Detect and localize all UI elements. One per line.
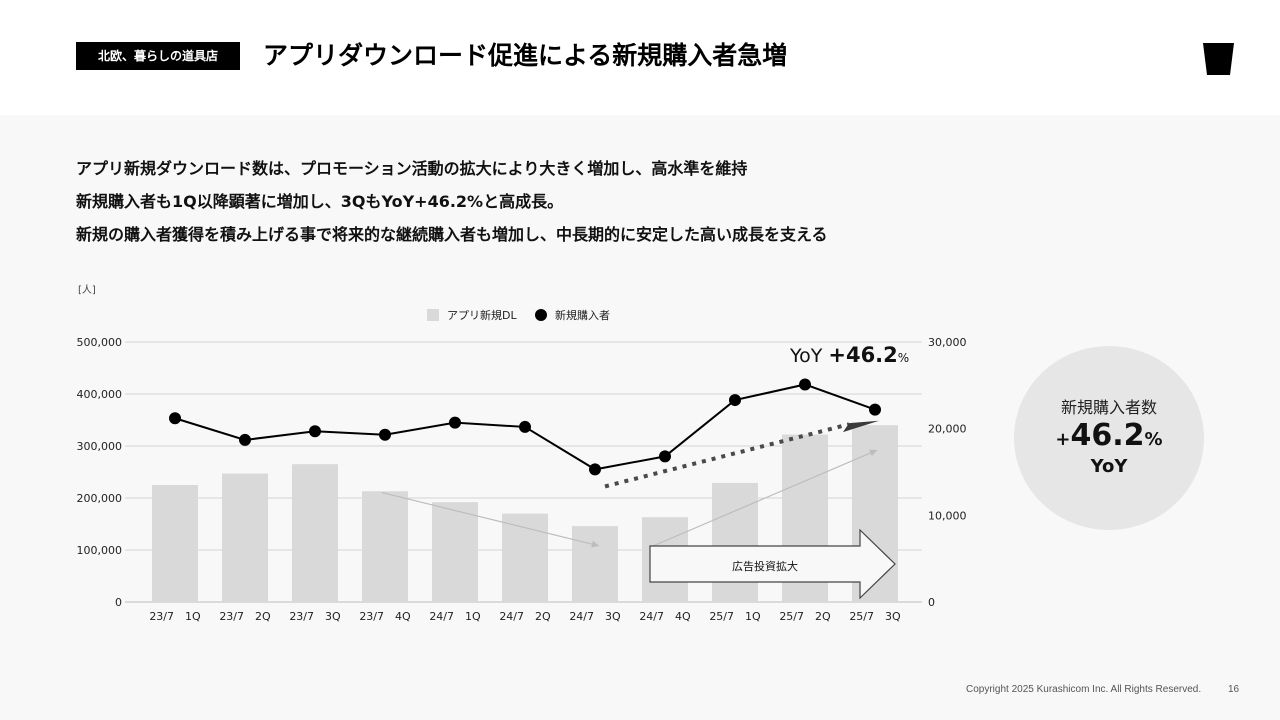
left-tick-label: 200,000 xyxy=(77,492,123,505)
growth-dotted-arrow xyxy=(604,422,850,489)
x-tick-label: 23/7 4Q xyxy=(359,610,411,623)
right-tick-label: 30,000 xyxy=(928,336,967,349)
summary-bullets: アプリ新規ダウンロード数は、プロモーション活動の拡大により大きく増加し、高水準を… xyxy=(76,152,828,251)
page-number: 16 xyxy=(1228,684,1240,695)
left-tick-label: 300,000 xyxy=(77,440,123,453)
x-tick-label: 24/7 1Q xyxy=(429,610,481,623)
header: 北欧、暮らしの道具店 アプリダウンロード促進による新規購入者急増 xyxy=(0,0,1280,115)
x-tick-label: 23/7 3Q xyxy=(289,610,341,623)
kpi-unit: % xyxy=(1144,429,1163,450)
line-point xyxy=(869,403,881,416)
kpi-number: 46.2 xyxy=(1070,418,1145,453)
right-tick-label: 20,000 xyxy=(928,423,967,436)
x-tick-label: 24/7 3Q xyxy=(569,610,621,623)
ad-investment-arrow xyxy=(649,528,896,600)
ad-investment-label: 広告投資拡大 xyxy=(732,559,798,573)
left-tick-label: 0 xyxy=(115,596,122,609)
left-tick-label: 100,000 xyxy=(77,544,123,557)
chart: [人] アプリ新規DL 新規購入者 0 100,000 200,000 300,000 400… xyxy=(77,284,967,623)
x-tick-label: 23/7 2Q xyxy=(219,610,271,623)
bar xyxy=(152,485,198,602)
page-title: アプリダウンロード促進による新規購入者急増 xyxy=(263,41,788,70)
legend-label-bars: アプリ新規DL xyxy=(447,308,517,322)
bar xyxy=(362,491,408,602)
bullet-2: 新規購入者も1Q以降顕著に増加し、3QもYoY+46.2%と高成長。 xyxy=(76,192,564,211)
bullet-3: 新規の購入者獲得を積み上げる事で将来的な継続購入者も増加し、中長期的に安定した高… xyxy=(76,225,828,244)
line-point xyxy=(729,394,741,407)
x-tick-label: 24/7 2Q xyxy=(499,610,551,623)
legend-swatch-bars xyxy=(427,309,439,321)
right-tick-label: 10,000 xyxy=(928,509,967,522)
kpi-sign: + xyxy=(1055,429,1071,450)
line-point xyxy=(589,463,601,476)
bar xyxy=(292,464,338,602)
trend-arrow-down xyxy=(381,492,600,548)
bar xyxy=(222,473,268,602)
bullet-1: アプリ新規ダウンロード数は、プロモーション活動の拡大により大きく増加し、高水準を… xyxy=(76,159,748,178)
kpi-label: 新規購入者数 xyxy=(1060,398,1157,417)
x-tick-label: 25/7 1Q xyxy=(709,610,761,623)
line-point xyxy=(799,378,811,391)
left-tick-label: 500,000 xyxy=(77,336,123,349)
line-point xyxy=(379,428,391,441)
trend-arrow-up xyxy=(650,449,878,548)
line-point xyxy=(449,416,461,429)
kpi-yoy: YoY xyxy=(1090,456,1128,477)
x-tick-label: 25/7 2Q xyxy=(779,610,831,623)
bar xyxy=(432,502,478,602)
bar xyxy=(572,526,618,602)
kpi-value: +46.2% xyxy=(1014,418,1204,453)
line-point xyxy=(309,425,321,438)
line-point xyxy=(659,450,671,463)
line-point xyxy=(239,433,251,446)
x-tick-label: 23/7 1Q xyxy=(149,610,201,623)
legend-swatch-line xyxy=(535,309,547,321)
kpi-circle: 新規購入者数 +46.2% YoY xyxy=(1014,346,1204,530)
left-tick-label: 400,000 xyxy=(77,388,123,401)
brand-badge: 北欧、暮らしの道具店 xyxy=(76,42,240,70)
cup-logo-icon xyxy=(1203,43,1234,75)
line-point xyxy=(169,412,181,425)
copyright: Copyright 2025 Kurashicom Inc. All Right… xyxy=(966,684,1202,695)
bar xyxy=(712,482,758,602)
bar xyxy=(502,513,548,602)
x-tick-label: 24/7 4Q xyxy=(639,610,691,623)
right-tick-label: 0 xyxy=(928,596,935,609)
x-tick-label: 25/7 3Q xyxy=(849,610,901,623)
legend-label-line: 新規購入者 xyxy=(555,308,610,322)
line-point xyxy=(519,420,531,433)
unit-label: [人] xyxy=(78,284,96,296)
yoy-annotation: YoY +46.2% xyxy=(789,343,909,367)
